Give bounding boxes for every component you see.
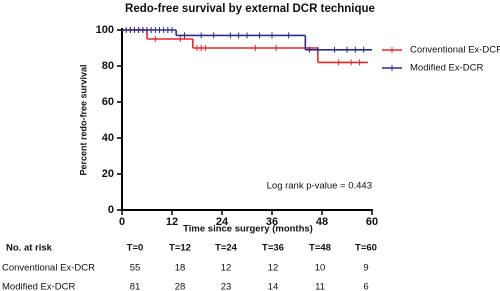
risk-value: 28 xyxy=(175,282,186,291)
risk-value: 12 xyxy=(221,263,232,274)
y-tick-label: 40 xyxy=(102,132,114,144)
x-tick-label: 12 xyxy=(166,216,178,228)
y-tick-label: 100 xyxy=(96,24,114,36)
risk-header: T=48 xyxy=(309,243,331,254)
risk-value: 12 xyxy=(268,263,279,274)
x-tick-label: 0 xyxy=(119,216,125,228)
risk-value: 9 xyxy=(363,263,368,274)
y-axis-label: Percent redo-free survival xyxy=(78,64,88,175)
risk-header: T=0 xyxy=(127,243,144,254)
risk-value: 10 xyxy=(315,263,326,274)
y-tick-label: 60 xyxy=(102,96,114,108)
risk-value: 14 xyxy=(268,282,279,291)
chart-title: Redo-free survival by external DCR techn… xyxy=(125,3,375,15)
x-tick-label: 60 xyxy=(366,216,378,228)
risk-header: T=36 xyxy=(262,243,284,254)
risk-value: 81 xyxy=(130,282,141,291)
legend-label: Modified Ex-DCR xyxy=(410,63,484,74)
x-tick-label: 36 xyxy=(266,216,278,228)
risk-value: 11 xyxy=(315,282,325,291)
risk-row-label: Modified Ex-DCR xyxy=(2,282,76,291)
y-tick-label: 0 xyxy=(108,204,114,216)
x-tick-label: 48 xyxy=(316,216,328,228)
y-tick-label: 80 xyxy=(102,60,114,72)
y-tick-label: 20 xyxy=(102,168,114,180)
risk-value: 6 xyxy=(363,282,368,291)
risk-value: 18 xyxy=(175,263,186,274)
risk-table-title: No. at risk xyxy=(6,243,53,254)
x-axis-label: Time since surgery (months) xyxy=(183,224,313,235)
risk-header: T=24 xyxy=(215,243,238,254)
risk-value: 23 xyxy=(221,282,232,291)
x-tick-label: 24 xyxy=(216,216,229,228)
risk-value: 55 xyxy=(130,263,141,274)
risk-row-label: Conventional Ex-DCR xyxy=(2,263,95,274)
legend-label: Conventional Ex-DCR xyxy=(410,45,500,56)
risk-header: T=12 xyxy=(169,243,191,254)
risk-header: T=60 xyxy=(355,243,377,254)
annotation: Log rank p-value = 0.443 xyxy=(267,181,372,192)
